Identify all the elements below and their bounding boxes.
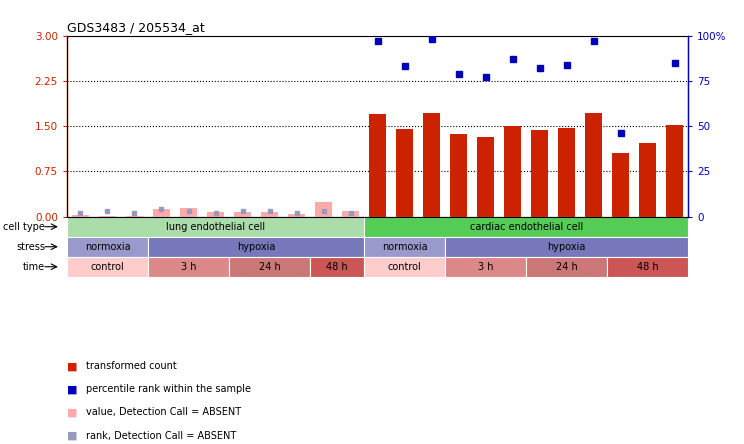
Text: hypoxia: hypoxia [237, 242, 275, 252]
Bar [126, 216, 144, 217]
Bar [450, 134, 467, 217]
Bar [234, 213, 251, 217]
Text: hypoxia: hypoxia [548, 242, 586, 252]
Bar [67, 217, 364, 237]
Bar [71, 215, 89, 217]
Bar [148, 257, 229, 277]
Bar [607, 257, 688, 277]
Text: 24 h: 24 h [259, 262, 280, 272]
Text: lung endothelial cell: lung endothelial cell [166, 222, 265, 232]
Bar [364, 257, 445, 277]
Text: 48 h: 48 h [327, 262, 348, 272]
Bar [315, 202, 333, 217]
Text: ■: ■ [67, 385, 77, 394]
Bar [369, 114, 386, 217]
Bar [612, 153, 629, 217]
Text: stress: stress [16, 242, 45, 252]
Bar [445, 237, 688, 257]
Text: value, Detection Call = ABSENT: value, Detection Call = ABSENT [86, 408, 241, 417]
Bar [260, 212, 278, 217]
Text: normoxia: normoxia [85, 242, 130, 252]
Bar [67, 237, 148, 257]
Text: 3 h: 3 h [181, 262, 196, 272]
Bar [180, 208, 197, 217]
Bar [207, 212, 224, 217]
Bar [585, 113, 603, 217]
Bar [229, 257, 310, 277]
Bar [364, 237, 445, 257]
Text: rank, Detection Call = ABSENT: rank, Detection Call = ABSENT [86, 431, 236, 440]
Text: transformed count: transformed count [86, 361, 176, 371]
Text: control: control [388, 262, 421, 272]
Text: cardiac endothelial cell: cardiac endothelial cell [469, 222, 583, 232]
Bar [153, 210, 170, 217]
Text: 48 h: 48 h [637, 262, 658, 272]
Bar [396, 129, 414, 217]
Bar [99, 216, 116, 217]
Bar [310, 257, 364, 277]
Text: normoxia: normoxia [382, 242, 427, 252]
Text: percentile rank within the sample: percentile rank within the sample [86, 385, 251, 394]
Bar [423, 113, 440, 217]
Bar [504, 126, 522, 217]
Bar [67, 257, 148, 277]
Text: control: control [91, 262, 124, 272]
Bar [477, 137, 495, 217]
Bar [531, 130, 548, 217]
Text: time: time [23, 262, 45, 272]
Text: ■: ■ [67, 408, 77, 417]
Text: ■: ■ [67, 361, 77, 371]
Text: 3 h: 3 h [478, 262, 493, 272]
Text: cell type: cell type [3, 222, 45, 232]
Bar [288, 214, 305, 217]
Bar [558, 128, 575, 217]
Text: 24 h: 24 h [556, 262, 577, 272]
Bar [148, 237, 364, 257]
Bar [526, 257, 607, 277]
Bar [639, 143, 656, 217]
Bar [341, 210, 359, 217]
Bar [666, 125, 684, 217]
Bar [364, 217, 688, 237]
Text: ■: ■ [67, 431, 77, 440]
Text: GDS3483 / 205534_at: GDS3483 / 205534_at [67, 21, 205, 34]
Bar [445, 257, 526, 277]
